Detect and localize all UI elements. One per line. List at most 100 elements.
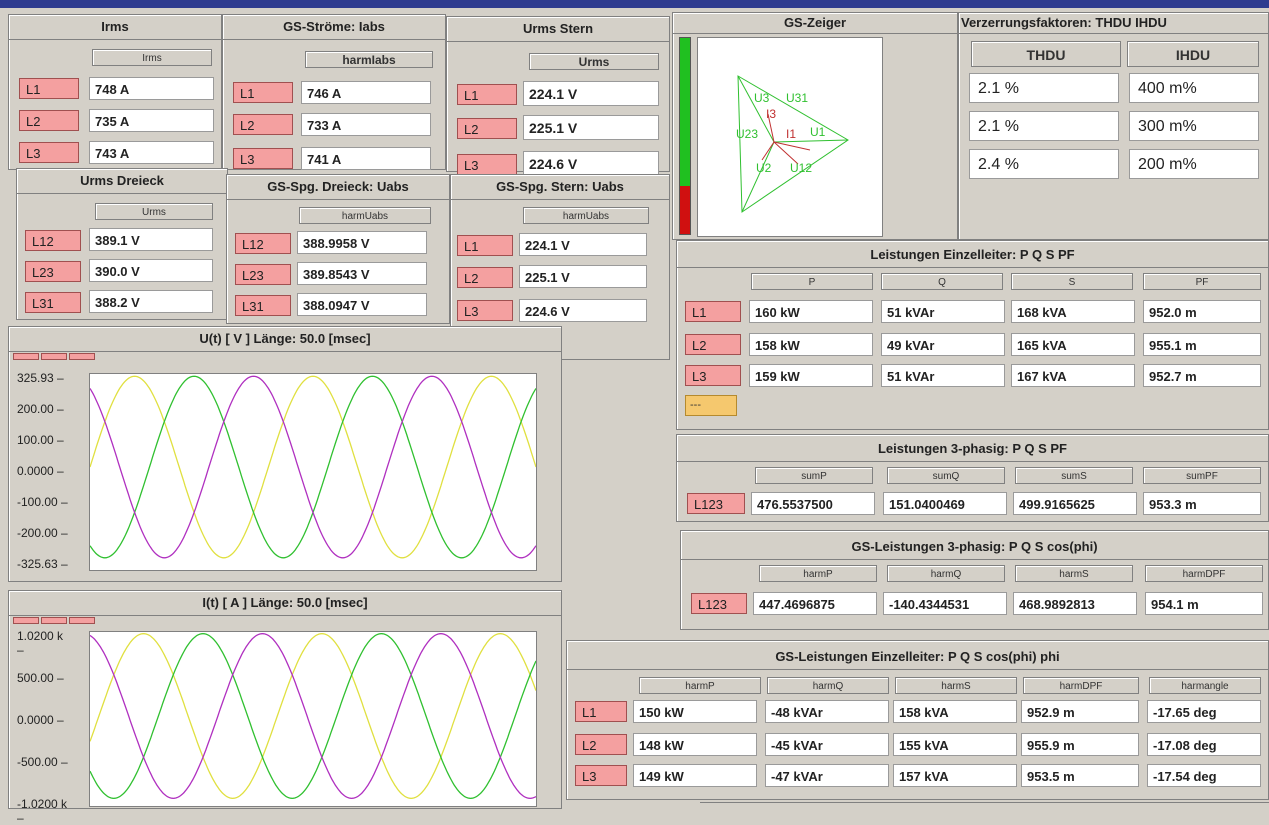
panel-title: Urms Stern bbox=[447, 17, 669, 42]
extra-indicator[interactable]: --- bbox=[685, 395, 737, 416]
s-value: 167 kVA bbox=[1011, 364, 1135, 387]
harm-p-value: 447.4696875 bbox=[753, 592, 877, 615]
sum-p-value: 476.5537500 bbox=[751, 492, 875, 515]
panel-title: GS-Leistungen Einzelleiter: P Q S cos(ph… bbox=[567, 645, 1268, 670]
column-header[interactable]: Irms bbox=[92, 49, 212, 66]
series-line-2 bbox=[89, 632, 537, 800]
column-header[interactable]: P bbox=[751, 273, 873, 290]
panel-title: GS-Ströme: Iabs bbox=[223, 15, 445, 40]
column-header[interactable]: harmUabs bbox=[523, 207, 649, 224]
phase-label: L1 bbox=[575, 701, 627, 722]
label-u2: U2 bbox=[756, 161, 772, 175]
level-bar-red bbox=[680, 186, 690, 234]
column-header[interactable]: harmQ bbox=[887, 565, 1005, 582]
column-header[interactable]: PF bbox=[1143, 273, 1261, 290]
value-field: 388.9958 V bbox=[297, 231, 427, 254]
legend-swatch[interactable] bbox=[69, 353, 95, 360]
column-header[interactable]: sumS bbox=[1015, 467, 1133, 484]
harm-q-value: -47 kVAr bbox=[765, 764, 889, 787]
column-header[interactable]: harmUabs bbox=[299, 207, 431, 224]
harm-angle-value: -17.08 deg bbox=[1147, 733, 1261, 756]
harm-s-value: 155 kVA bbox=[893, 733, 1017, 756]
legend-swatch[interactable] bbox=[69, 617, 95, 624]
harm-s-value: 158 kVA bbox=[893, 700, 1017, 723]
legend-swatch[interactable] bbox=[41, 617, 67, 624]
voltage-triangle bbox=[737, 75, 849, 213]
p-value: 160 kW bbox=[749, 300, 873, 323]
harm-p-value: 150 kW bbox=[633, 700, 757, 723]
column-header[interactable]: sumQ bbox=[887, 467, 1005, 484]
y-tick-label: 500.00 – bbox=[17, 671, 64, 685]
column-header-ihdu[interactable]: IHDU bbox=[1127, 41, 1259, 67]
legend-swatch[interactable] bbox=[13, 617, 39, 624]
value-field: 741 A bbox=[301, 147, 431, 170]
column-header[interactable]: harmP bbox=[639, 677, 761, 694]
column-header[interactable]: harmIabs bbox=[305, 51, 433, 68]
column-header[interactable]: harmDPF bbox=[1145, 565, 1263, 582]
harm-angle-value: -17.65 deg bbox=[1147, 700, 1261, 723]
legend-swatch[interactable] bbox=[13, 353, 39, 360]
phasor-svg: U3 U31 I3 U23 I1 U1 U2 U12 bbox=[736, 75, 849, 213]
phasor-u1 bbox=[773, 139, 849, 143]
y-tick-label: 100.00 – bbox=[17, 433, 64, 447]
phase-label: L23 bbox=[25, 261, 81, 282]
phase-label: L23 bbox=[235, 264, 291, 285]
value-field: 748 A bbox=[89, 77, 214, 100]
phase-label: L2 bbox=[457, 267, 513, 288]
column-header[interactable]: Urms bbox=[95, 203, 213, 220]
column-header[interactable]: Urms bbox=[529, 53, 659, 70]
y-tick-label: -325.63 – bbox=[17, 557, 68, 571]
column-header[interactable]: harmS bbox=[895, 677, 1017, 694]
thdu-value: 2.1 % bbox=[969, 111, 1119, 141]
column-header[interactable]: Q bbox=[881, 273, 1003, 290]
value-field: 225.1 V bbox=[523, 115, 659, 140]
column-header[interactable]: sumPF bbox=[1143, 467, 1261, 484]
y-tick-label: -500.00 – bbox=[17, 755, 68, 769]
series-line-0 bbox=[89, 632, 537, 800]
phase-label: L1 bbox=[233, 82, 293, 103]
panel-voltage-waveform: U(t) [ V ] Länge: 50.0 [msec] 325.93 – 20… bbox=[8, 326, 562, 582]
series-line-1 bbox=[89, 632, 537, 800]
phase-label: L2 bbox=[233, 114, 293, 135]
y-tick-label: 0.0000 – bbox=[17, 713, 64, 727]
y-tick-label: 1.0200 k – bbox=[17, 629, 64, 657]
bottom-strip bbox=[700, 802, 1269, 810]
column-header[interactable]: harmP bbox=[759, 565, 877, 582]
phase-label: L3 bbox=[457, 154, 517, 175]
column-header-thdu[interactable]: THDU bbox=[971, 41, 1121, 67]
harm-q-value: -140.4344531 bbox=[883, 592, 1007, 615]
column-header[interactable]: harmDPF bbox=[1023, 677, 1139, 694]
panel-gs-stroeme: GS-Ströme: Iabs harmIabs L1 746 A L2 733… bbox=[222, 14, 446, 170]
harm-angle-value: -17.54 deg bbox=[1147, 764, 1261, 787]
column-header[interactable]: harmangle bbox=[1149, 677, 1261, 694]
y-tick-label: -100.00 – bbox=[17, 495, 68, 509]
harm-dpf-value: 952.9 m bbox=[1021, 700, 1139, 723]
column-header[interactable]: harmS bbox=[1015, 565, 1133, 582]
phase-label: L12 bbox=[235, 233, 291, 254]
thdu-value: 2.4 % bbox=[969, 149, 1119, 179]
column-header[interactable]: sumP bbox=[755, 467, 873, 484]
q-value: 51 kVAr bbox=[881, 364, 1005, 387]
column-header[interactable]: S bbox=[1011, 273, 1133, 290]
label-i1: I1 bbox=[786, 127, 796, 141]
panel-gs-leistungen-3phasig: GS-Leistungen 3-phasig: P Q S cos(phi) h… bbox=[680, 530, 1269, 630]
phase-label: L12 bbox=[25, 230, 81, 251]
harm-s-value: 157 kVA bbox=[893, 764, 1017, 787]
value-field: 388.2 V bbox=[89, 290, 213, 313]
phase-label: L1 bbox=[19, 78, 79, 99]
panel-leistungen-einzelleiter: Leistungen Einzelleiter: P Q S PF P Q S … bbox=[676, 240, 1269, 430]
phasor-diagram: U3 U31 I3 U23 I1 U1 U2 U12 bbox=[697, 37, 883, 237]
phasor-u2 bbox=[741, 141, 775, 213]
legend-swatch[interactable] bbox=[41, 353, 67, 360]
phase-label: L123 bbox=[687, 493, 745, 514]
panel-leistungen-3phasig: Leistungen 3-phasig: P Q S PF sumP sumQ … bbox=[676, 434, 1269, 522]
phase-label: L2 bbox=[685, 334, 741, 355]
panel-gs-zeiger: GS-Zeiger U3 U31 I3 U23 I1 U1 U2 U12 bbox=[672, 12, 958, 240]
phase-label: L3 bbox=[19, 142, 79, 163]
column-header[interactable]: harmQ bbox=[767, 677, 889, 694]
phasor-i-extra bbox=[761, 141, 775, 161]
level-bar bbox=[679, 37, 691, 235]
panel-title: Verzerrungsfaktoren: THDU IHDU bbox=[959, 13, 1268, 34]
phasor-u3 bbox=[737, 75, 775, 143]
harm-p-value: 148 kW bbox=[633, 733, 757, 756]
